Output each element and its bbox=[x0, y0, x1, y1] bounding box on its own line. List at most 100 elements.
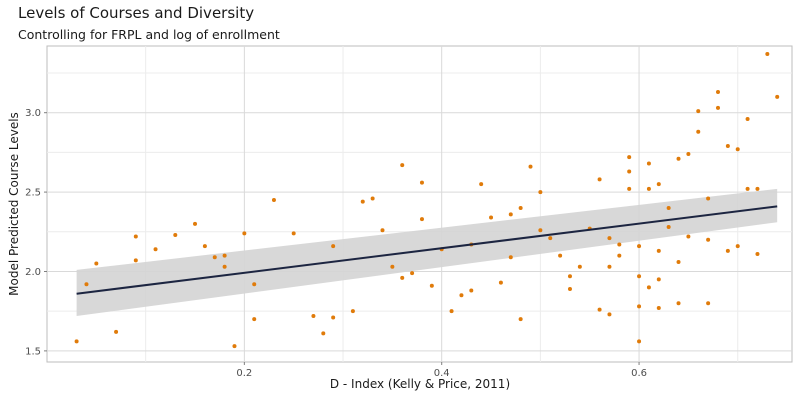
data-point bbox=[459, 293, 464, 298]
data-point bbox=[686, 151, 691, 156]
data-point bbox=[94, 261, 99, 266]
data-point bbox=[202, 244, 207, 249]
data-point bbox=[291, 231, 296, 236]
data-point bbox=[656, 182, 661, 187]
data-point bbox=[676, 259, 681, 264]
data-point bbox=[74, 339, 79, 344]
data-point bbox=[646, 285, 651, 290]
data-point bbox=[390, 264, 395, 269]
data-point bbox=[252, 282, 257, 287]
data-point bbox=[508, 212, 513, 217]
data-point bbox=[331, 244, 336, 249]
data-point bbox=[232, 344, 237, 349]
data-point bbox=[597, 177, 602, 182]
data-point bbox=[617, 242, 622, 247]
data-point bbox=[627, 186, 632, 191]
data-point bbox=[212, 255, 217, 260]
points-layer bbox=[74, 51, 780, 349]
data-point bbox=[627, 155, 632, 160]
data-point bbox=[637, 244, 642, 249]
data-point bbox=[193, 221, 198, 226]
data-point bbox=[725, 248, 730, 253]
fit-line-layer bbox=[76, 205, 778, 295]
data-point bbox=[567, 286, 572, 291]
data-point bbox=[607, 236, 612, 241]
data-point bbox=[400, 275, 405, 280]
data-point bbox=[676, 156, 681, 161]
data-point bbox=[637, 274, 642, 279]
data-point bbox=[666, 205, 671, 210]
chart-title: Levels of Courses and Diversity bbox=[18, 4, 255, 22]
data-point bbox=[755, 186, 760, 191]
x-tick-label: 0.6 bbox=[631, 368, 647, 379]
data-point bbox=[360, 199, 365, 204]
data-point bbox=[656, 277, 661, 282]
data-point bbox=[429, 283, 434, 288]
data-point bbox=[222, 253, 227, 258]
data-point bbox=[637, 339, 642, 344]
data-point bbox=[419, 217, 424, 222]
data-point bbox=[321, 331, 326, 336]
data-point bbox=[745, 186, 750, 191]
data-point bbox=[528, 164, 533, 169]
data-point bbox=[538, 190, 543, 195]
data-point bbox=[607, 264, 612, 269]
confidence-band bbox=[76, 188, 778, 316]
chart-subtitle: Controlling for FRPL and log of enrollme… bbox=[18, 27, 280, 42]
data-point bbox=[656, 248, 661, 253]
data-point bbox=[271, 198, 276, 203]
x-axis-title: D - Index (Kelly & Price, 2011) bbox=[330, 377, 510, 391]
data-point bbox=[133, 258, 138, 263]
y-tick-label: 2.0 bbox=[25, 267, 41, 278]
data-point bbox=[508, 255, 513, 260]
data-point bbox=[548, 236, 553, 241]
data-point bbox=[646, 161, 651, 166]
data-point bbox=[370, 196, 375, 201]
data-point bbox=[775, 94, 780, 99]
data-point bbox=[331, 315, 336, 320]
data-point bbox=[518, 317, 523, 322]
data-point bbox=[755, 252, 760, 257]
data-point bbox=[400, 163, 405, 168]
data-point bbox=[350, 309, 355, 314]
fit-line bbox=[76, 205, 778, 295]
y-axis-title: Model Predicted Course Levels bbox=[7, 112, 21, 296]
data-point bbox=[449, 309, 454, 314]
data-point bbox=[380, 228, 385, 233]
data-point bbox=[725, 144, 730, 149]
data-point bbox=[577, 264, 582, 269]
data-point bbox=[419, 180, 424, 185]
data-point bbox=[656, 306, 661, 311]
data-point bbox=[84, 282, 89, 287]
data-point bbox=[706, 301, 711, 306]
data-point bbox=[706, 237, 711, 242]
data-point bbox=[469, 288, 474, 293]
tick-layer: 0.2 0.4 0.6 1.5 2.0 2.5 3.0 bbox=[25, 108, 647, 379]
data-point bbox=[715, 105, 720, 110]
data-point bbox=[114, 329, 119, 334]
x-tick-label: 0.2 bbox=[236, 368, 252, 379]
data-point bbox=[696, 109, 701, 114]
data-point bbox=[518, 205, 523, 210]
data-point bbox=[627, 169, 632, 174]
data-point bbox=[706, 196, 711, 201]
data-point bbox=[479, 182, 484, 187]
data-point bbox=[696, 129, 701, 134]
confidence-band-layer bbox=[76, 188, 778, 316]
data-point bbox=[597, 307, 602, 312]
data-point bbox=[252, 317, 257, 322]
data-point bbox=[222, 264, 227, 269]
data-point bbox=[489, 215, 494, 220]
y-tick-label: 1.5 bbox=[25, 346, 41, 357]
data-point bbox=[637, 304, 642, 309]
data-point bbox=[311, 313, 316, 318]
data-point bbox=[538, 228, 543, 233]
x-tick-label: 0.4 bbox=[434, 368, 450, 379]
data-point bbox=[686, 234, 691, 239]
data-point bbox=[676, 301, 681, 306]
data-point bbox=[410, 271, 415, 276]
y-tick-label: 2.5 bbox=[25, 188, 41, 199]
data-point bbox=[715, 90, 720, 95]
data-point bbox=[646, 186, 651, 191]
